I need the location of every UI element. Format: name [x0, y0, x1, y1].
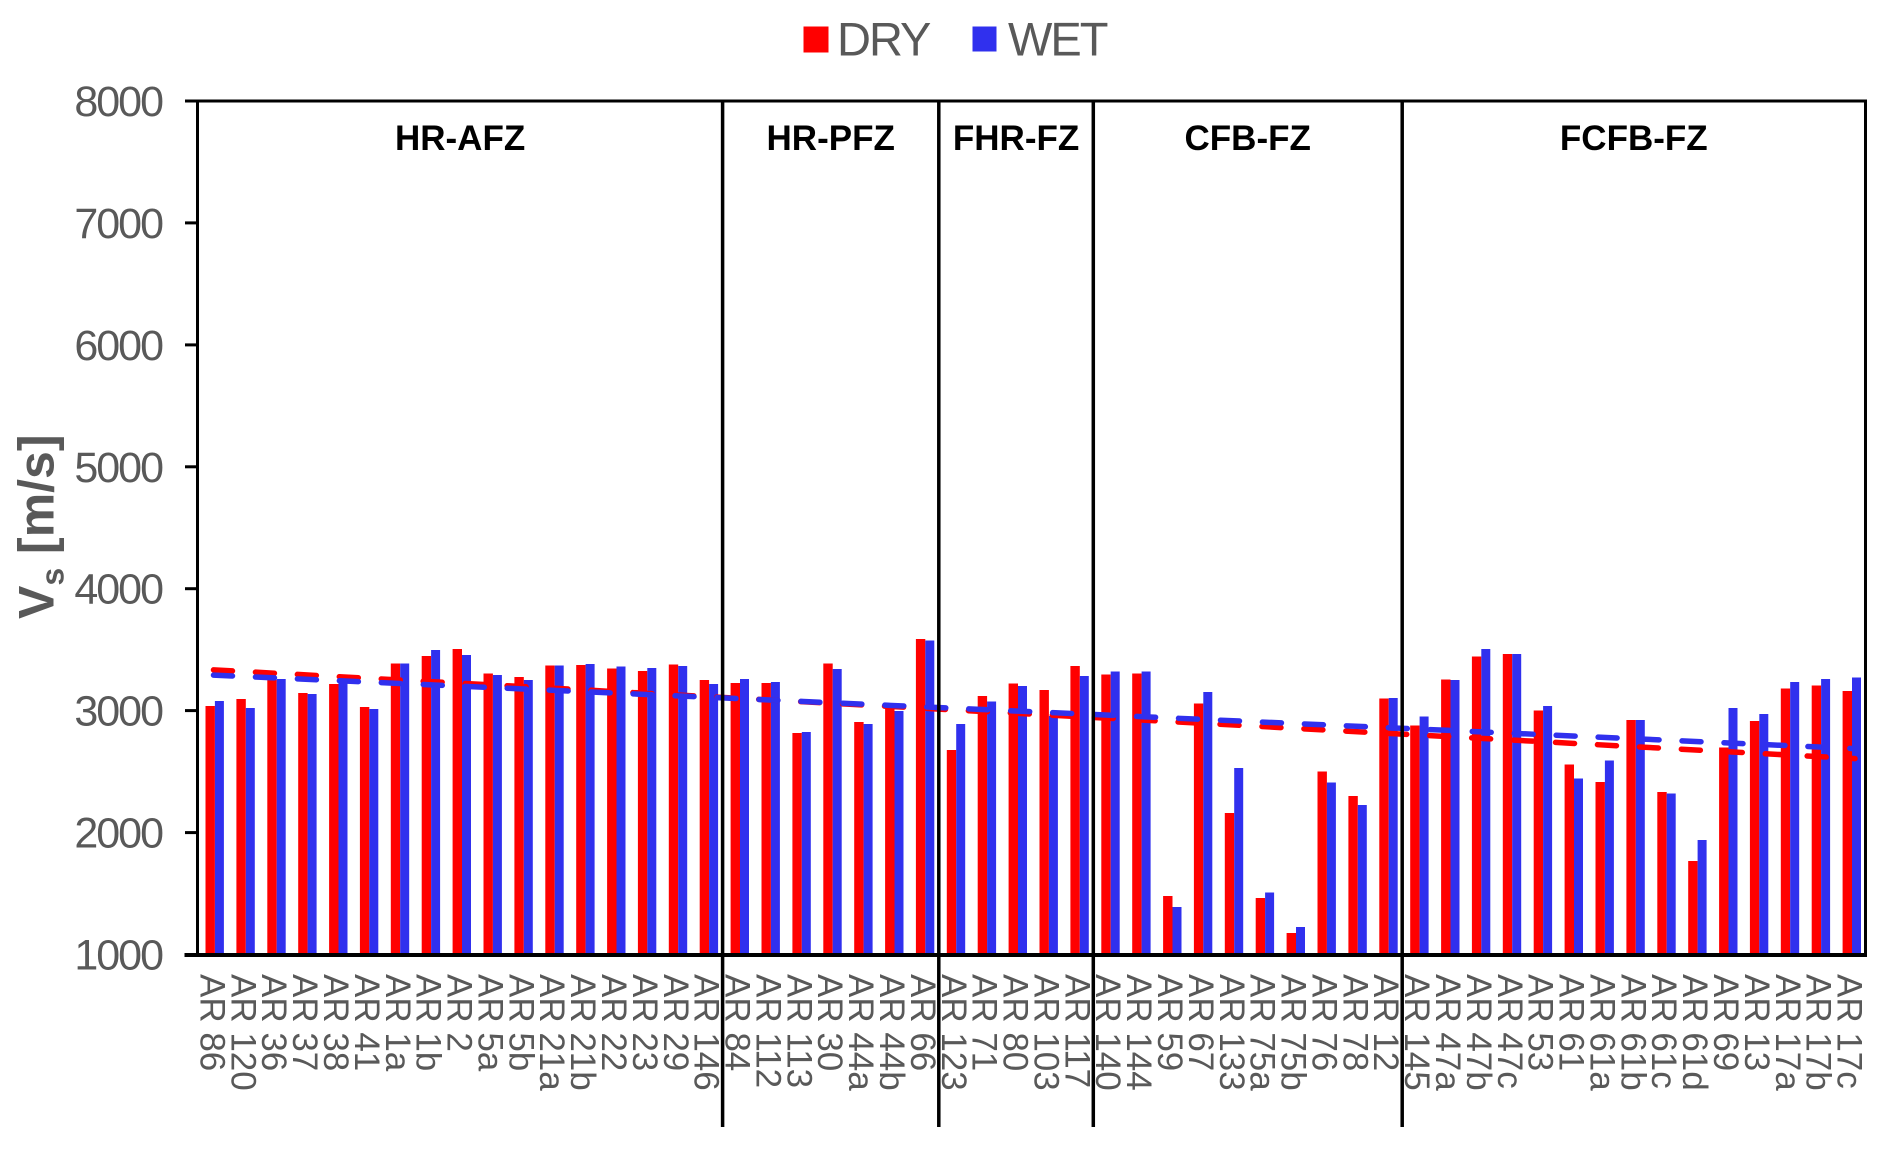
svg-text:AR 117: AR 117 — [1057, 974, 1096, 1088]
svg-text:AR 67: AR 67 — [1181, 974, 1220, 1071]
svg-text:AR 30: AR 30 — [810, 974, 849, 1071]
svg-text:8000: 8000 — [74, 78, 163, 126]
svg-text:CFB-FZ: CFB-FZ — [1185, 119, 1311, 158]
svg-text:AR 41: AR 41 — [347, 974, 386, 1071]
svg-text:3000: 3000 — [74, 688, 163, 736]
svg-text:AR 47b: AR 47b — [1459, 974, 1498, 1091]
svg-text:AR 37: AR 37 — [285, 974, 324, 1071]
svg-text:HR-PFZ: HR-PFZ — [767, 119, 895, 158]
svg-text:6000: 6000 — [74, 322, 163, 370]
svg-text:AR 75a: AR 75a — [1243, 974, 1282, 1091]
svg-text:AR 112: AR 112 — [748, 974, 787, 1088]
svg-text:HR-AFZ: HR-AFZ — [395, 119, 525, 158]
svg-text:AR 71: AR 71 — [965, 974, 1004, 1071]
svg-text:AR 140: AR 140 — [1088, 974, 1127, 1091]
svg-text:AR 61a: AR 61a — [1582, 974, 1621, 1091]
svg-text:5000: 5000 — [74, 444, 163, 492]
svg-text:AR 145: AR 145 — [1397, 974, 1436, 1091]
svg-text:AR 123: AR 123 — [934, 974, 973, 1091]
svg-text:AR 22: AR 22 — [594, 974, 633, 1071]
svg-text:AR 36: AR 36 — [254, 974, 293, 1071]
svg-text:AR 38: AR 38 — [316, 974, 355, 1071]
svg-text:AR 23: AR 23 — [625, 974, 664, 1071]
svg-text:4000: 4000 — [74, 566, 163, 614]
svg-text:AR 21a: AR 21a — [532, 974, 571, 1091]
svg-text:1000: 1000 — [74, 932, 163, 980]
svg-text:FCFB-FZ: FCFB-FZ — [1560, 119, 1708, 158]
svg-text:AR 53: AR 53 — [1521, 974, 1560, 1071]
svg-text:AR 44a: AR 44a — [841, 974, 880, 1091]
svg-text:AR 78: AR 78 — [1335, 974, 1374, 1071]
svg-text:AR 44b: AR 44b — [872, 974, 911, 1091]
svg-text:AR 12: AR 12 — [1366, 974, 1405, 1071]
svg-text:AR 113: AR 113 — [779, 974, 818, 1088]
svg-text:AR 17b: AR 17b — [1799, 974, 1838, 1091]
svg-text:AR 76: AR 76 — [1304, 974, 1343, 1071]
svg-text:AR 59: AR 59 — [1150, 974, 1189, 1071]
svg-text:AR 47a: AR 47a — [1428, 974, 1467, 1091]
svg-text:AR 84: AR 84 — [718, 974, 757, 1071]
svg-text:Vs [m/s]: Vs [m/s] — [9, 434, 71, 619]
svg-text:AR 47c: AR 47c — [1490, 974, 1529, 1089]
svg-text:AR 69: AR 69 — [1706, 974, 1745, 1071]
svg-text:AR 1a: AR 1a — [378, 974, 417, 1072]
svg-text:AR 5b: AR 5b — [501, 974, 540, 1071]
svg-text:AR 146: AR 146 — [687, 974, 726, 1091]
svg-text:AR 133: AR 133 — [1212, 974, 1251, 1091]
svg-text:AR 144: AR 144 — [1119, 974, 1158, 1091]
svg-text:AR 61c: AR 61c — [1644, 974, 1683, 1089]
svg-text:AR 17a: AR 17a — [1768, 974, 1807, 1091]
svg-text:AR 61b: AR 61b — [1613, 974, 1652, 1091]
svg-text:2000: 2000 — [74, 810, 163, 858]
svg-text:AR 66: AR 66 — [903, 974, 942, 1071]
svg-text:AR 17c: AR 17c — [1830, 974, 1869, 1089]
svg-text:AR 5a: AR 5a — [470, 974, 509, 1072]
svg-text:AR 61d: AR 61d — [1675, 974, 1714, 1091]
svg-text:AR 29: AR 29 — [656, 974, 695, 1071]
svg-text:AR 75b: AR 75b — [1274, 974, 1313, 1091]
svg-text:AR 21b: AR 21b — [563, 974, 602, 1091]
svg-text:FHR-FZ: FHR-FZ — [953, 119, 1079, 158]
svg-text:AR 13: AR 13 — [1737, 974, 1776, 1071]
svg-text:AR 2: AR 2 — [440, 974, 479, 1052]
svg-text:AR 61: AR 61 — [1552, 974, 1591, 1071]
svg-text:AR 103: AR 103 — [1026, 974, 1065, 1091]
svg-text:AR 120: AR 120 — [223, 974, 262, 1091]
svg-text:AR 1b: AR 1b — [409, 974, 448, 1071]
svg-text:DRY: DRY — [837, 13, 931, 66]
svg-text:AR 86: AR 86 — [192, 974, 231, 1071]
svg-text:AR 80: AR 80 — [996, 974, 1035, 1071]
svg-text:WET: WET — [1008, 13, 1108, 66]
svg-text:7000: 7000 — [74, 200, 163, 248]
